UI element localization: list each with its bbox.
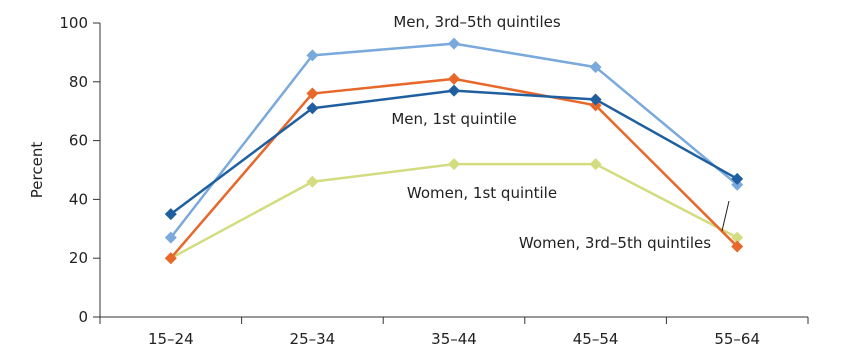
x-tick-label: 35–44 xyxy=(431,330,477,348)
data-point-marker xyxy=(306,102,319,115)
data-point-marker xyxy=(589,61,602,74)
series-label-women-1st: Women, 1st quintile xyxy=(407,184,557,202)
series-line xyxy=(169,42,738,239)
series-1 xyxy=(164,72,744,265)
x-tick-label: 45–54 xyxy=(573,330,619,348)
series-layer xyxy=(164,37,744,265)
y-tick-label: 40 xyxy=(69,190,88,208)
data-point-marker xyxy=(306,175,319,188)
data-point-marker xyxy=(164,231,177,244)
data-point-marker xyxy=(164,252,177,265)
x-tick-label: 55–64 xyxy=(714,330,760,348)
y-tick-label: 20 xyxy=(69,249,88,267)
series-2 xyxy=(164,84,744,221)
series-0 xyxy=(164,37,744,244)
series-labels: Men, 3rd–5th quintiles Men, 1st quintile… xyxy=(391,13,730,252)
data-point-marker xyxy=(589,93,602,106)
data-point-marker xyxy=(164,208,177,221)
axes: 0 20 40 60 80 100 15–24 25–34 35–44 45–54 55–64 Per… xyxy=(28,14,809,348)
x-tick-label: 25–34 xyxy=(290,330,336,348)
data-point-marker xyxy=(731,240,744,253)
data-point-marker xyxy=(589,158,602,171)
y-tick-label: 80 xyxy=(69,73,88,91)
data-point-marker xyxy=(448,84,460,97)
y-axis-title: Percent xyxy=(28,142,46,199)
data-point-marker xyxy=(731,231,744,244)
x-tick-label: 15–24 xyxy=(148,330,194,348)
series-label-men-1st: Men, 1st quintile xyxy=(391,110,516,128)
y-tick-label: 0 xyxy=(78,308,88,326)
series-label-men-3rd-5th: Men, 3rd–5th quintiles xyxy=(393,13,561,31)
data-point-marker xyxy=(731,172,744,185)
data-point-marker xyxy=(306,87,319,100)
data-point-marker xyxy=(306,49,319,62)
data-point-marker xyxy=(448,72,460,85)
series-label-leader-line xyxy=(721,200,730,232)
series-label-women-3rd-5th: Women, 3rd–5th quintiles xyxy=(519,234,711,252)
data-point-marker xyxy=(448,158,460,171)
data-point-marker xyxy=(448,37,460,50)
y-tick-label: 60 xyxy=(69,132,88,150)
y-tick-label: 100 xyxy=(59,14,88,32)
